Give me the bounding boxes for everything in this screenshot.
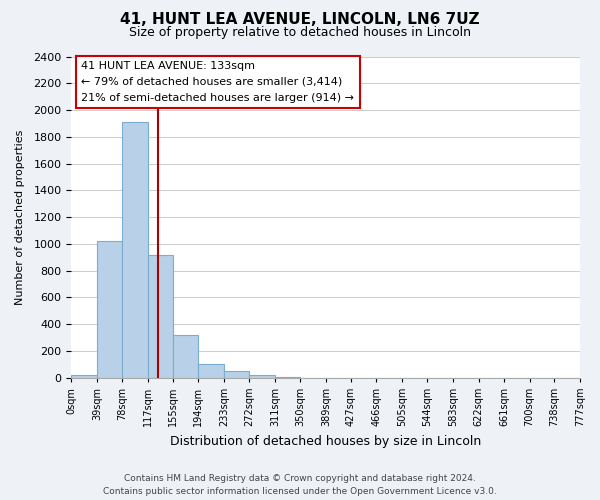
Text: Contains HM Land Registry data © Crown copyright and database right 2024.
Contai: Contains HM Land Registry data © Crown c… (103, 474, 497, 496)
Bar (173, 335, 199, 378)
Bar (122, 122, 148, 378)
Bar (148, 254, 173, 378)
Y-axis label: Number of detached properties: Number of detached properties (15, 130, 25, 305)
Text: 41 HUNT LEA AVENUE: 133sqm
← 79% of detached houses are smaller (3,414)
21% of s: 41 HUNT LEA AVENUE: 133sqm ← 79% of deta… (82, 62, 355, 102)
Bar (199, 364, 224, 378)
Bar (275, 377, 301, 378)
Bar (224, 371, 250, 378)
Text: 41, HUNT LEA AVENUE, LINCOLN, LN6 7UZ: 41, HUNT LEA AVENUE, LINCOLN, LN6 7UZ (120, 12, 480, 28)
Bar (97, 241, 122, 378)
X-axis label: Distribution of detached houses by size in Lincoln: Distribution of detached houses by size … (170, 434, 481, 448)
Text: Size of property relative to detached houses in Lincoln: Size of property relative to detached ho… (129, 26, 471, 39)
Bar (250, 375, 275, 378)
Bar (71, 375, 97, 378)
